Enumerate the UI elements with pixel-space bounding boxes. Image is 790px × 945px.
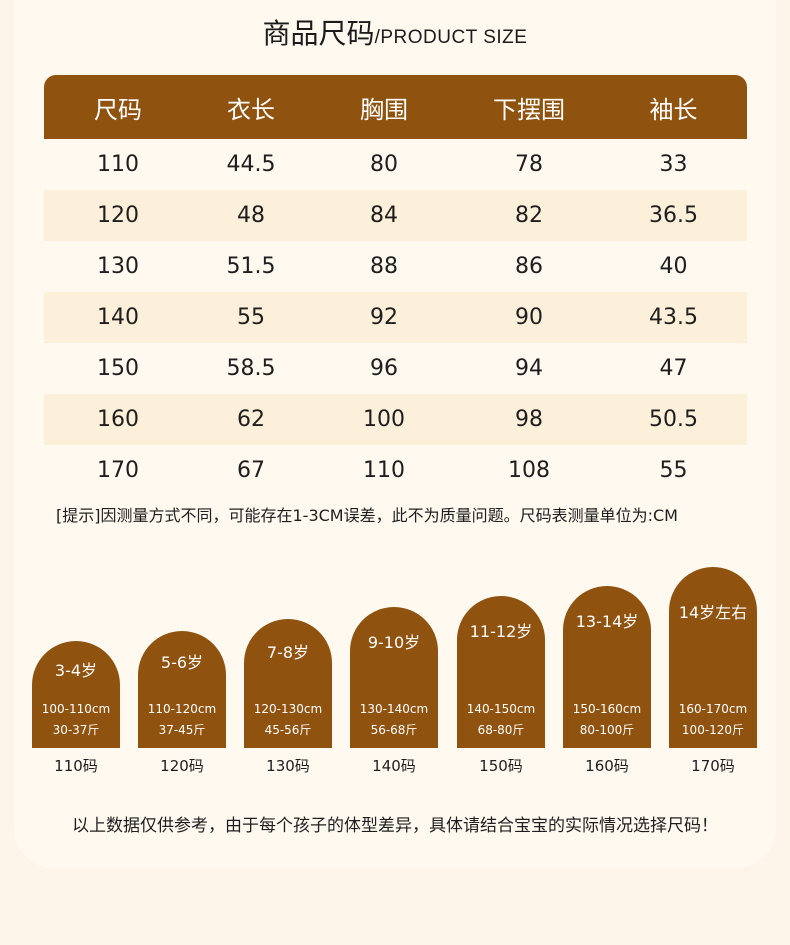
height-range: 150-160cm (572, 702, 642, 716)
size-guide-label: 150码 (479, 757, 523, 775)
height-range: 140-150cm (466, 702, 536, 716)
size-guide-card: 5-6岁 110-120cm 37-45斤 (138, 631, 226, 748)
cell-size: 120 (97, 203, 139, 228)
size-guide-label: 140码 (372, 757, 416, 775)
cell-length: 44.5 (226, 152, 276, 177)
cell-sleeve: 50.5 (649, 407, 698, 432)
weight-range: 45-56斤 (264, 723, 312, 737)
weight-range: 80-100斤 (579, 723, 635, 737)
age-range: 13-14岁 (575, 612, 639, 631)
table-row: 110 44.5 80 78 33 (44, 139, 747, 190)
page-title: 商品尺码/PRODUCT SIZE (0, 12, 790, 52)
cell-size: 170 (97, 458, 139, 483)
cell-chest: 96 (370, 356, 398, 381)
table-row: 160 62 100 98 50.5 (44, 394, 747, 445)
table-row: 140 55 92 90 43.5 (44, 292, 747, 343)
footer-disclaimer: 以上数据仅供参考，由于每个孩子的体型差异，具体请结合宝宝的实际情况选择尺码！ (72, 816, 718, 836)
cell-chest: 100 (363, 407, 405, 432)
cell-hem: 82 (515, 203, 543, 228)
cell-size: 140 (97, 305, 139, 330)
cell-hem: 108 (508, 458, 550, 483)
weight-range: 30-37斤 (52, 723, 100, 737)
table-row: 170 67 110 108 55 (44, 445, 747, 496)
size-guide-label: 170码 (691, 757, 735, 775)
cell-length: 58.5 (226, 356, 276, 381)
header-size: 尺码 (94, 95, 142, 124)
cell-length: 51.5 (226, 254, 276, 279)
size-guide-label: 130码 (266, 757, 310, 775)
size-guide-card: 11-12岁 140-150cm 68-80斤 (457, 596, 545, 748)
age-range: 9-10岁 (367, 633, 421, 652)
height-range: 120-130cm (253, 702, 323, 716)
header-hem: 下摆围 (493, 95, 565, 124)
table-row: 150 58.5 96 94 47 (44, 343, 747, 394)
size-guide-label: 160码 (585, 757, 629, 775)
cell-chest: 84 (370, 203, 398, 228)
header-length: 衣长 (227, 95, 275, 124)
cell-length: 55 (237, 305, 265, 330)
size-table: 尺码 衣长 胸围 下摆围 袖长 110 44.5 80 78 33 120 48… (44, 75, 747, 496)
age-range: 14岁左右 (678, 603, 748, 622)
weight-range: 68-80斤 (477, 723, 525, 737)
size-guide-card: 7-8岁 120-130cm 45-56斤 (244, 619, 332, 748)
size-guide-label: 120码 (160, 757, 204, 775)
title-zh: 商品尺码 (262, 17, 375, 50)
height-range: 130-140cm (359, 702, 429, 716)
weight-range: 100-120斤 (681, 723, 745, 737)
cell-hem: 90 (515, 305, 543, 330)
weight-range: 56-68斤 (370, 723, 418, 737)
cell-sleeve: 36.5 (649, 203, 698, 228)
cell-sleeve: 55 (659, 458, 688, 483)
size-guide-label: 110码 (54, 757, 98, 775)
cell-sleeve: 43.5 (649, 305, 698, 330)
size-guide-card: 9-10岁 130-140cm 56-68斤 (350, 607, 438, 748)
age-range: 11-12岁 (469, 622, 533, 641)
table-row: 130 51.5 88 86 40 (44, 241, 747, 292)
cell-size: 110 (97, 152, 139, 177)
cell-length: 62 (237, 407, 265, 432)
table-row: 120 48 84 82 36.5 (44, 190, 747, 241)
size-guide-card: 13-14岁 150-160cm 80-100斤 (563, 586, 651, 748)
cell-length: 67 (237, 458, 265, 483)
title-en: /PRODUCT SIZE (374, 27, 528, 48)
size-guide-card: 14岁左右 160-170cm 100-120斤 (669, 567, 757, 748)
cell-size: 150 (97, 356, 139, 381)
cell-hem: 98 (515, 407, 543, 432)
cell-chest: 110 (363, 458, 405, 483)
cell-size: 130 (97, 254, 139, 279)
cell-sleeve: 33 (659, 152, 688, 177)
table-header: 尺码 衣长 胸围 下摆围 袖长 (44, 75, 747, 139)
cell-chest: 92 (370, 305, 398, 330)
height-range: 110-120cm (147, 702, 217, 716)
height-range: 160-170cm (678, 702, 748, 716)
measurement-note: [提示]因测量方式不同，可能存在1-3CM误差，此不为质量问题。尺码表测量单位为… (56, 506, 678, 525)
cell-sleeve: 40 (659, 254, 688, 279)
size-guide-card: 3-4岁 100-110cm 30-37斤 (32, 641, 120, 748)
age-range: 5-6岁 (160, 653, 204, 672)
cell-sleeve: 47 (659, 356, 688, 381)
cell-chest: 80 (370, 152, 398, 177)
height-range: 100-110cm (41, 702, 111, 716)
cell-length: 48 (237, 203, 265, 228)
age-range: 3-4岁 (54, 661, 98, 680)
weight-range: 37-45斤 (158, 723, 206, 737)
cell-chest: 88 (370, 254, 398, 279)
age-range: 7-8岁 (266, 643, 310, 662)
header-chest: 胸围 (360, 95, 408, 124)
cell-hem: 94 (515, 356, 543, 381)
cell-size: 160 (97, 407, 139, 432)
cell-hem: 78 (515, 152, 543, 177)
header-sleeve: 袖长 (649, 95, 698, 124)
cell-hem: 86 (515, 254, 543, 279)
